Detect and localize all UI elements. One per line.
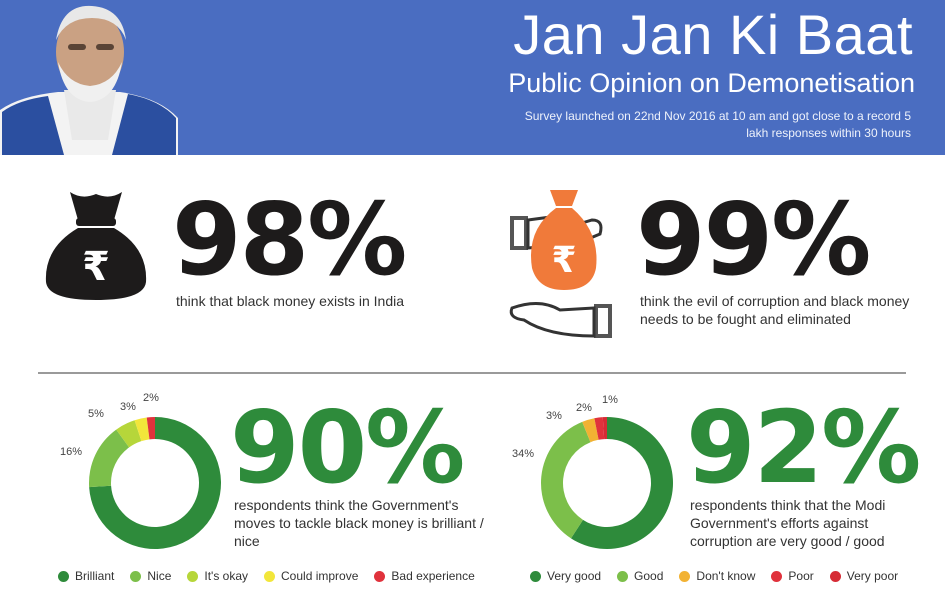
stat-90-value: 90% bbox=[230, 389, 465, 506]
stat-92-value: 92% bbox=[686, 389, 921, 506]
stat-92-text: respondents think that the Modi Governme… bbox=[690, 497, 886, 549]
donut-slice-it-s-okay bbox=[116, 420, 142, 448]
legend-label-poor: Poor bbox=[788, 569, 814, 583]
donut-slice-poor bbox=[594, 417, 605, 440]
donut-slice-nice bbox=[89, 429, 130, 488]
donut-slice-very-good bbox=[570, 417, 673, 549]
legend-item: Nice bbox=[130, 569, 171, 583]
legend-item: Bad experience bbox=[374, 569, 475, 583]
hand-bribe-icon: ₹ bbox=[509, 190, 612, 338]
legend-label-bad: Bad experience bbox=[391, 569, 475, 583]
legend-item: Don't know bbox=[679, 569, 755, 583]
donut-slice-don-t-know bbox=[582, 418, 599, 443]
legend-label-okay: It's okay bbox=[204, 569, 249, 583]
legend-item: Very poor bbox=[829, 569, 899, 583]
legend-item: Very good bbox=[530, 569, 601, 583]
donut-chart-govt-moves bbox=[89, 417, 221, 549]
svg-text:₹: ₹ bbox=[551, 240, 576, 281]
stat-98-text: think that black money exists in India bbox=[176, 293, 405, 309]
legend-label-could-improve: Could improve bbox=[281, 569, 359, 583]
legend-govt-moves: Brilliant Nice It's okay Could improve B… bbox=[58, 569, 491, 583]
donut-slice-bad-experience bbox=[146, 417, 155, 440]
donut-slice-very-poor bbox=[602, 417, 607, 440]
header-banner: Jan Jan Ki Baat Public Opinion on Demone… bbox=[0, 0, 945, 155]
legend-label-very-good: Very good bbox=[547, 569, 602, 583]
donut-slice-could-improve bbox=[134, 417, 150, 442]
money-bag-icon: ₹ bbox=[45, 192, 147, 300]
donut-chart-corruption-efforts bbox=[541, 417, 673, 549]
legend-label-good: Good bbox=[634, 569, 664, 583]
section-divider bbox=[38, 372, 906, 374]
stat-98-value: 98% bbox=[172, 181, 407, 298]
donut2-label-dont-know: 3% bbox=[546, 410, 562, 422]
svg-text:₹: ₹ bbox=[82, 244, 110, 290]
portrait-image bbox=[0, 0, 180, 155]
stat-99-text: think the evil of corruption and black m… bbox=[640, 293, 910, 327]
legend-item: Brilliant bbox=[58, 569, 114, 583]
legend-item: Could improve bbox=[264, 569, 358, 583]
legend-item: It's okay bbox=[187, 569, 248, 583]
page-subtitle: Public Opinion on Demonetisation bbox=[508, 68, 915, 98]
page-title: Jan Jan Ki Baat bbox=[513, 3, 913, 66]
legend-label-dont-know: Don't know bbox=[696, 569, 756, 583]
donut-slice-brilliant bbox=[89, 417, 221, 549]
donut2-label-good: 34% bbox=[512, 448, 535, 460]
donut1-label-okay: 5% bbox=[88, 408, 104, 420]
survey-note: Survey launched on 22nd Nov 2016 at 10 a… bbox=[524, 109, 911, 140]
donut1-label-nice: 16% bbox=[60, 446, 83, 458]
donut1-label-bad: 2% bbox=[143, 392, 159, 404]
donut2-label-very-poor: 1% bbox=[602, 394, 618, 406]
legend-label-brilliant: Brilliant bbox=[75, 569, 115, 583]
donut2-label-poor: 2% bbox=[576, 402, 592, 414]
legend-item: Poor bbox=[771, 569, 814, 583]
legend-corruption-efforts: Very good Good Don't know Poor Very poor bbox=[530, 569, 914, 583]
donut1-label-could-improve: 3% bbox=[120, 401, 136, 413]
legend-label-very-poor: Very poor bbox=[846, 569, 899, 583]
stat-99-value: 99% bbox=[636, 181, 871, 298]
legend-item: Good bbox=[617, 569, 663, 583]
legend-label-nice: Nice bbox=[147, 569, 172, 583]
stat-90-text: respondents think the Government's moves… bbox=[234, 497, 484, 549]
donut-slice-good bbox=[541, 421, 591, 539]
